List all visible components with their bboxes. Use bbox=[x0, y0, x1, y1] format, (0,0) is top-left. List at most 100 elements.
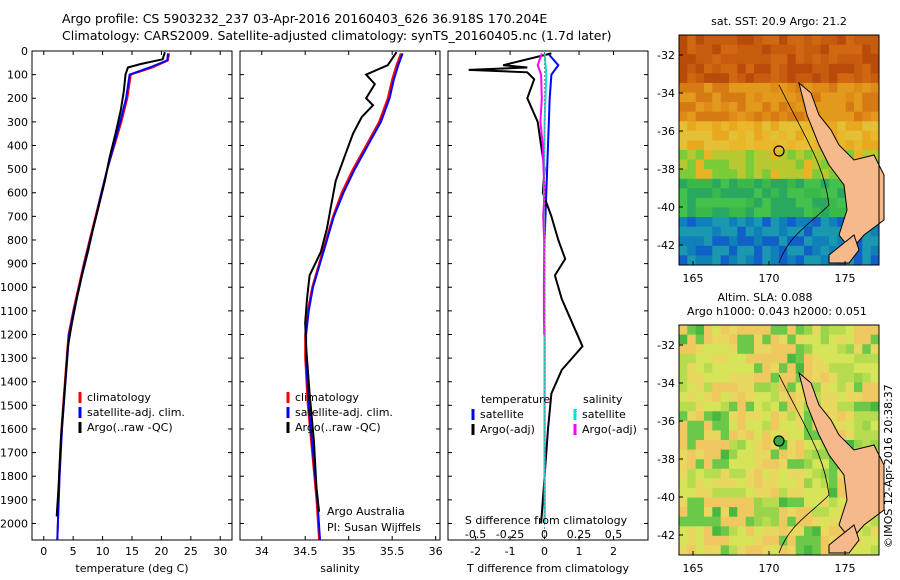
legend-label: satellite bbox=[480, 408, 524, 421]
x-tick-label: 2 bbox=[610, 545, 617, 558]
plot-frame bbox=[239, 50, 441, 541]
profile-panel-3: -2 -1 0 1 2 T difference from climatology S di… bbox=[447, 50, 649, 575]
sla-map-title-line2: Argo h1000: 0.043 h2000: 0.051 bbox=[687, 305, 867, 318]
figure-title-line1: Argo profile: CS 5903232_237 03-Apr-2016… bbox=[62, 11, 548, 26]
y-tick-label: 800 bbox=[7, 234, 28, 247]
land-north-island bbox=[798, 371, 885, 541]
map-y-tick-label: -36 bbox=[657, 415, 675, 428]
x-tick-label: 0 bbox=[40, 545, 47, 558]
x-tick-label: 34 bbox=[255, 545, 269, 558]
map-y-tick-label: -40 bbox=[657, 491, 675, 504]
legend-label: satellite-adj. clim. bbox=[295, 406, 393, 419]
legend-label: climatology bbox=[295, 391, 359, 404]
x-tick-label: 25 bbox=[184, 545, 198, 558]
x-tick-label: 30 bbox=[213, 545, 227, 558]
x-axis-label: temperature (deg C) bbox=[75, 562, 188, 575]
map-y-tick-label: -34 bbox=[657, 377, 675, 390]
y-tick-label: 200 bbox=[7, 92, 28, 105]
legend-label: Argo(-adj) bbox=[582, 423, 637, 436]
x-tick-label: 5 bbox=[70, 545, 77, 558]
map-x-tick-label: 175 bbox=[835, 562, 856, 575]
y-tick-label: 300 bbox=[7, 116, 28, 129]
y-tick-label: 2000 bbox=[0, 517, 28, 530]
map-x-tick-label: 170 bbox=[759, 272, 780, 285]
legend-label: Argo(-adj) bbox=[480, 423, 535, 436]
depth-contour bbox=[778, 84, 830, 264]
y-tick-label: 600 bbox=[7, 187, 28, 200]
map-y-tick-label: -32 bbox=[657, 49, 675, 62]
x-tick-label: 1 bbox=[576, 545, 583, 558]
legend-label: climatology bbox=[87, 391, 151, 404]
x-tick-label: 10 bbox=[96, 545, 110, 558]
profile-panel-1: 0100200300400500600700800900100011001200… bbox=[0, 45, 233, 575]
sst-map-title: sat. SST: 20.9 Argo: 21.2 bbox=[711, 15, 847, 28]
map-x-tick-label: 165 bbox=[683, 562, 704, 575]
y-tick-label: 1300 bbox=[0, 352, 28, 365]
argo-location-marker bbox=[773, 145, 785, 157]
land-north-island bbox=[798, 81, 885, 251]
y-tick-label: 100 bbox=[7, 69, 28, 82]
y-tick-label: 1900 bbox=[0, 494, 28, 507]
imos-credit: ©IMOS 12-Apr-2016 20:38:37 bbox=[882, 384, 895, 548]
x-tick-label: 0 bbox=[541, 545, 548, 558]
map-y-tick-label: -32 bbox=[657, 339, 675, 352]
top-tick-label: 0.5 bbox=[605, 528, 623, 541]
series-line-3 bbox=[304, 51, 398, 512]
y-tick-label: 0 bbox=[21, 45, 28, 58]
annotation-institution: Argo Australia bbox=[327, 505, 405, 518]
series-line-2 bbox=[305, 53, 404, 541]
legend-label: satellite bbox=[582, 408, 626, 421]
y-tick-label: 400 bbox=[7, 139, 28, 152]
map-y-tick-label: -38 bbox=[657, 163, 675, 176]
profile-panel-2: 34 34.5 35 35.5 36 salinity bbox=[239, 50, 443, 575]
y-tick-label: 1100 bbox=[0, 305, 28, 318]
legend-label: satellite-adj. clim. bbox=[87, 406, 185, 419]
top-axis-label: S difference from climatology bbox=[465, 514, 628, 527]
map-x-tick-label: 170 bbox=[759, 562, 780, 575]
map-panel-1: -32 -34 -36 -38 -40 -42 165 170 175 bbox=[657, 34, 885, 285]
plot-frame bbox=[31, 50, 233, 541]
x-tick-label: 34.5 bbox=[293, 545, 318, 558]
x-axis-label: T difference from climatology bbox=[466, 562, 629, 575]
y-tick-label: 500 bbox=[7, 163, 28, 176]
map-frame bbox=[678, 324, 880, 556]
y-tick-label: 1000 bbox=[0, 281, 28, 294]
x-tick-label: 15 bbox=[125, 545, 139, 558]
annotation-pi: PI: Susan Wijffels bbox=[327, 521, 421, 534]
map-y-tick-label: -38 bbox=[657, 453, 675, 466]
map-x-tick-label: 165 bbox=[683, 272, 704, 285]
x-tick-label: 35 bbox=[342, 545, 356, 558]
x-tick-label: -2 bbox=[470, 545, 481, 558]
depth-contour bbox=[778, 374, 830, 554]
argo-location-marker bbox=[773, 435, 785, 447]
figure-title-line2: Climatology: CARS2009. Satellite-adjuste… bbox=[62, 28, 612, 43]
map-y-tick-label: -42 bbox=[657, 529, 675, 542]
legend-label: Argo(..raw -QC) bbox=[87, 421, 173, 434]
legend-label: Argo(..raw -QC) bbox=[295, 421, 381, 434]
y-tick-label: 1700 bbox=[0, 447, 28, 460]
y-tick-label: 1200 bbox=[0, 328, 28, 341]
map-y-tick-label: -42 bbox=[657, 239, 675, 252]
y-tick-label: 700 bbox=[7, 210, 28, 223]
map-frame bbox=[678, 34, 880, 266]
top-tick-label: 0.25 bbox=[567, 528, 592, 541]
map-y-tick-label: -40 bbox=[657, 201, 675, 214]
map-y-tick-label: -36 bbox=[657, 125, 675, 138]
series-line-2 bbox=[468, 52, 584, 524]
land-south-island bbox=[828, 524, 860, 554]
x-tick-label: -1 bbox=[505, 545, 516, 558]
land-south-island bbox=[828, 234, 860, 264]
map-panel-2: -32 -34 -36 -38 -40 -42 165 170 175 bbox=[657, 324, 885, 575]
sla-map-title-line1: Altim. SLA: 0.088 bbox=[717, 291, 812, 304]
x-tick-label: 20 bbox=[154, 545, 168, 558]
x-axis-label: salinity bbox=[320, 562, 360, 575]
y-tick-label: 1800 bbox=[0, 470, 28, 483]
y-tick-label: 1600 bbox=[0, 423, 28, 436]
y-tick-label: 900 bbox=[7, 258, 28, 271]
map-x-tick-label: 175 bbox=[835, 272, 856, 285]
y-tick-label: 1500 bbox=[0, 399, 28, 412]
top-tick-label: -0.5 bbox=[465, 528, 486, 541]
legend-label: temperature bbox=[481, 393, 550, 406]
x-tick-label: 36 bbox=[429, 545, 443, 558]
